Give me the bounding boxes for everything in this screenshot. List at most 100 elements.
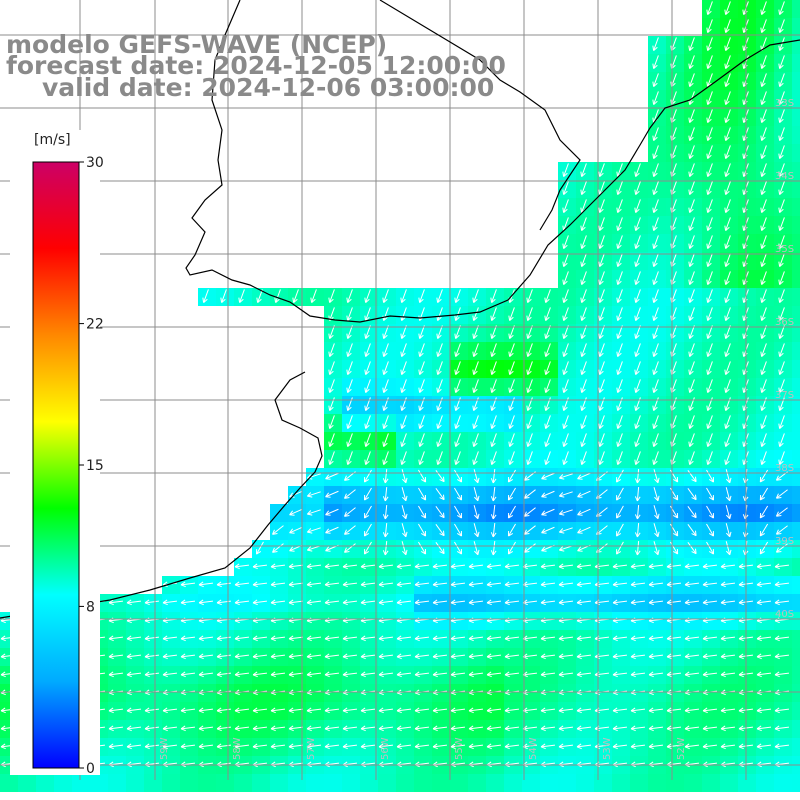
wind-arrow xyxy=(508,415,515,429)
wind-cell xyxy=(792,702,800,720)
wind-arrow xyxy=(252,671,268,678)
wind-cell xyxy=(468,594,486,612)
wind-cell xyxy=(270,702,288,720)
wind-arrow xyxy=(450,725,466,732)
wind-cell xyxy=(720,558,738,576)
wind-arrow xyxy=(652,451,659,465)
wind-cell xyxy=(324,288,342,306)
wind-cell xyxy=(324,576,342,594)
wind-cell xyxy=(648,342,666,360)
wind-arrow xyxy=(756,653,772,660)
wind-cell xyxy=(738,18,756,36)
wind-cell xyxy=(468,684,486,702)
wind-cell xyxy=(702,288,720,306)
wind-cell xyxy=(306,684,324,702)
wind-cell xyxy=(450,558,468,576)
wind-cell xyxy=(396,540,414,558)
wind-arrow xyxy=(360,743,376,750)
wind-cell xyxy=(360,774,378,792)
wind-arrow xyxy=(288,635,304,642)
wind-arrow xyxy=(760,181,767,195)
wind-cell xyxy=(396,684,414,702)
wind-cell xyxy=(486,486,504,504)
wind-arrow xyxy=(432,581,448,588)
wind-arrow xyxy=(612,725,628,732)
wind-arrow xyxy=(652,163,659,177)
wind-arrow xyxy=(270,743,286,750)
wind-cell xyxy=(756,252,774,270)
wind-cell xyxy=(198,648,216,666)
wind-arrow xyxy=(720,743,736,750)
wind-arrow xyxy=(508,361,515,375)
wind-cell xyxy=(774,414,792,432)
wind-cell xyxy=(702,162,720,180)
wind-arrow xyxy=(292,289,299,303)
wind-arrow xyxy=(108,599,124,606)
wind-arrow xyxy=(688,199,695,213)
wind-arrow xyxy=(778,379,785,393)
wind-cell xyxy=(216,576,234,594)
wind-cell xyxy=(432,594,450,612)
wind-arrow xyxy=(598,343,605,357)
wind-cell xyxy=(792,774,800,792)
wind-cell xyxy=(612,432,630,450)
wind-cell xyxy=(630,270,648,288)
wind-cell xyxy=(738,486,756,504)
wind-cell xyxy=(594,252,612,270)
wind-cell xyxy=(648,774,666,792)
wind-cell xyxy=(792,612,800,630)
wind-arrow xyxy=(108,725,124,732)
wind-arrow xyxy=(473,469,480,484)
wind-arrow xyxy=(414,563,430,570)
wind-cell xyxy=(720,270,738,288)
wind-cell xyxy=(594,162,612,180)
wind-cell xyxy=(684,108,702,126)
wind-cell xyxy=(414,396,432,414)
wind-cell xyxy=(270,666,288,684)
wind-cell xyxy=(756,486,774,504)
wind-arrow xyxy=(720,725,736,732)
wind-cell xyxy=(738,630,756,648)
wind-cell xyxy=(558,486,576,504)
wind-cell xyxy=(486,324,504,342)
wind-cell xyxy=(630,702,648,720)
wind-arrow xyxy=(198,671,214,678)
wind-arrow xyxy=(634,433,641,447)
wind-arrow xyxy=(652,415,659,429)
wind-cell xyxy=(738,144,756,162)
wind-arrow xyxy=(760,361,767,375)
wind-cell xyxy=(738,216,756,234)
wind-arrow xyxy=(760,325,767,339)
wind-cell xyxy=(522,288,540,306)
wind-cell xyxy=(558,450,576,468)
wind-arrow xyxy=(634,181,641,195)
wind-cell xyxy=(90,774,108,792)
wind-cell xyxy=(648,468,666,486)
wind-cell xyxy=(612,648,630,666)
wind-arrow xyxy=(652,379,659,393)
wind-cell xyxy=(756,774,774,792)
wind-cell xyxy=(396,450,414,468)
wind-arrow xyxy=(342,599,358,606)
wind-cell xyxy=(774,144,792,162)
wind-arrow xyxy=(724,217,731,231)
wind-cell xyxy=(666,738,684,756)
wind-cell xyxy=(558,648,576,666)
wind-cell xyxy=(198,774,216,792)
wind-cell xyxy=(720,666,738,684)
wind-cell xyxy=(540,684,558,702)
wind-cell xyxy=(738,72,756,90)
wind-arrow xyxy=(396,635,412,642)
wind-arrow xyxy=(562,271,569,285)
wind-cell xyxy=(576,702,594,720)
wind-cell xyxy=(540,612,558,630)
wind-cell xyxy=(630,504,648,522)
wind-cell xyxy=(720,774,738,792)
wind-arrow xyxy=(144,725,160,732)
wind-arrow xyxy=(108,635,124,642)
wind-cell xyxy=(432,576,450,594)
wind-arrow xyxy=(706,433,713,447)
wind-arrow xyxy=(775,543,788,553)
wind-cell xyxy=(630,666,648,684)
wind-arrow xyxy=(216,581,232,588)
